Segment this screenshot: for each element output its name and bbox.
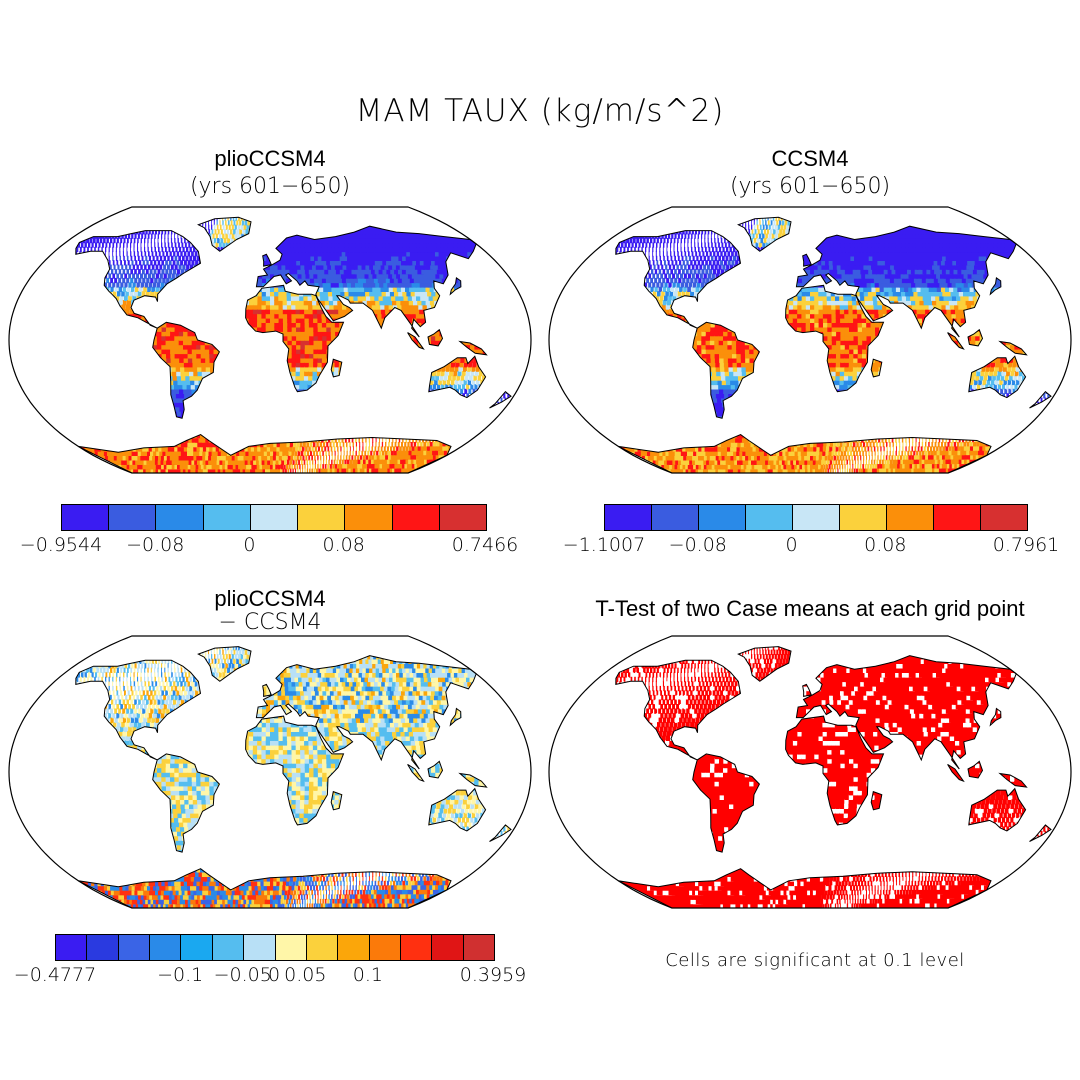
colorbar-tick-label: 0 [268,964,280,986]
colorbar-tick-label: −0.08 [669,534,727,556]
colorbar-cell [605,505,652,530]
colorbar-tick-label: −0.08 [126,534,184,556]
colorbar-cell [212,935,245,960]
significance-note: Cells are significant at 0.1 level [560,950,1070,971]
colorbar-ccsm4 [604,504,1028,531]
colorbar-cell [400,935,433,960]
globe-outline [548,635,1072,909]
land-field [75,217,512,473]
globe-outline [548,206,1072,474]
colorbar-tick-label: −0.4777 [14,964,96,986]
colorbar-cell [244,935,276,960]
land-field [615,646,1052,908]
colorbar-tick-label: 0 [243,534,255,556]
colorbar-cell [62,505,110,530]
coastline [615,216,1052,474]
map-diff [8,635,532,909]
colorbar-cell [345,505,393,530]
colorbar-tick-label: 0.08 [864,534,906,556]
colorbar-cell [793,505,840,530]
colorbar-cell [275,935,307,960]
map-ttest [548,635,1072,909]
panel-diff-title: plioCCSM4 [20,586,520,612]
colorbar-cell [118,935,151,960]
colorbar-cell [298,505,346,530]
colorbar-cell [439,505,486,530]
colorbar-cell [463,935,495,960]
colorbar-cell [981,505,1027,530]
panel-plio-title: plioCCSM4 [20,146,520,172]
colorbar-cell [338,935,370,960]
colorbar-cell [432,935,464,960]
colorbar-cell [156,505,204,530]
colorbar-tick-label: 0.05 [284,964,326,986]
colorbar-cell [392,505,440,530]
colorbar-tick-label: −1.1007 [563,534,645,556]
colorbar-diff [55,934,495,961]
colorbar-tick-label: 0.1 [353,964,383,986]
colorbar-tick-label: 0.7961 [993,534,1059,556]
colorbar-cell [840,505,887,530]
globe-outline [8,206,532,474]
map-plio [8,206,532,474]
coastline [75,646,512,909]
colorbar-tick-label: −0.1 [157,964,203,986]
colorbar-cell [203,505,251,530]
colorbar-tick-label: 0.7466 [452,534,518,556]
colorbar-tick-label: 0.08 [323,534,365,556]
panel-diff-subtitle: − CCSM4 [20,610,520,636]
panel-ccsm4-subtitle: (yrs 601−650) [560,174,1060,200]
colorbar-cell [369,935,401,960]
land-field [75,646,512,908]
globe-outline [8,635,532,909]
land-field [615,217,1052,473]
colorbar-cell [150,935,182,960]
coastline [75,216,512,474]
colorbar-tick-label: −0.05 [214,964,272,986]
panel-ccsm4-title: CCSM4 [560,146,1060,172]
colorbar-cell [109,505,157,530]
colorbar-cell [87,935,119,960]
colorbar-cell [181,935,213,960]
colorbar-cell [887,505,934,530]
colorbar-tick-label: −0.9544 [20,534,102,556]
colorbar-cell [746,505,793,530]
colorbar-cell [306,935,339,960]
colorbar-cell [652,505,699,530]
colorbar-tick-label: 0.3959 [460,964,526,986]
figure-title: MAM TAUX (kg/m/s^2) [0,93,1080,129]
colorbar-cell [250,505,299,530]
colorbar-cell [56,935,88,960]
panel-plio-subtitle: (yrs 601−650) [20,174,520,200]
coastline [615,646,1052,909]
colorbar-tick-label: 0 [786,534,798,556]
colorbar-cell [934,505,981,530]
colorbar-plio [61,504,487,531]
map-ccsm4 [548,206,1072,474]
colorbar-cell [699,505,746,530]
panel-ttest-title: T-Test of two Case means at each grid po… [555,596,1065,622]
